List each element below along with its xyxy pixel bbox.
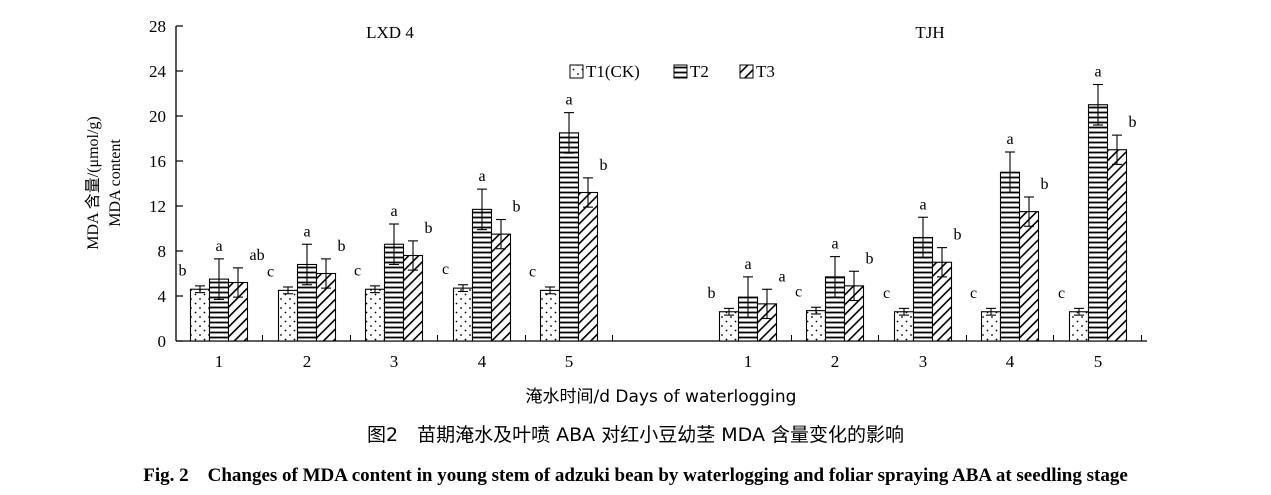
significance-label: a xyxy=(831,236,838,253)
y-tick-label: 0 xyxy=(158,332,167,351)
legend: T1(CK) T2 T3 xyxy=(569,62,775,81)
significance-label: a xyxy=(565,92,572,109)
significance-label: c xyxy=(1058,285,1065,302)
significance-label: b xyxy=(1041,176,1049,193)
legend-label-t3: T3 xyxy=(756,62,775,81)
significance-label: a xyxy=(478,168,485,185)
legend-label-t1: T1(CK) xyxy=(586,62,640,81)
x-tick-label: 5 xyxy=(1094,352,1103,371)
figure-caption-cn: 图2 苗期淹水及叶喷 ABA 对红小豆幼茎 MDA 含量变化的影响 xyxy=(367,424,904,446)
bar-t1ck xyxy=(277,289,299,342)
significance-label: b xyxy=(866,250,874,267)
significance-label: c xyxy=(267,263,274,280)
significance-label: ab xyxy=(250,247,265,264)
y-axis-label-line1: MDA 含量/(μmol/g) xyxy=(84,116,102,249)
x-tick-label: 3 xyxy=(390,352,399,371)
y-ticks: 0 4 8 12 16 20 24 28 xyxy=(149,17,183,351)
bar-t1ck xyxy=(539,289,561,342)
bar-t1ck xyxy=(893,311,915,342)
bar-t1ck xyxy=(805,310,827,342)
significance-label: a xyxy=(215,238,222,255)
significance-label: b xyxy=(708,285,716,302)
x-axis-label: 淹水时间/d Days of waterlogging xyxy=(526,387,797,407)
y-tick-label: 4 xyxy=(158,287,167,306)
x-tick-label: 1 xyxy=(744,352,753,371)
significance-label: b xyxy=(954,227,962,244)
significance-label: a xyxy=(303,223,310,240)
bar-t1ck xyxy=(718,311,740,342)
legend-swatch-t3 xyxy=(739,64,754,79)
mda-bar-chart: MDA 含量/(μmol/g) MDA content 淹水时间/d Days … xyxy=(84,17,1147,407)
y-tick-label: 12 xyxy=(149,197,166,216)
significance-label: a xyxy=(390,203,397,220)
bar-t1ck xyxy=(452,287,474,342)
bar-t1ck xyxy=(364,288,386,342)
y-tick-label: 28 xyxy=(149,17,166,36)
bar-t2 xyxy=(999,171,1021,342)
bar-t1ck xyxy=(189,288,211,342)
significance-label: a xyxy=(1006,131,1013,148)
bar-t3 xyxy=(490,233,512,342)
significance-label: b xyxy=(425,220,433,237)
significance-label: c xyxy=(529,263,536,280)
bar-t3 xyxy=(1106,149,1128,342)
x-tick-label: 4 xyxy=(1006,352,1015,371)
x-tick-label: 3 xyxy=(919,352,928,371)
significance-label: c xyxy=(442,261,449,278)
significance-label: c xyxy=(354,262,361,279)
significance-label: a xyxy=(1094,64,1101,81)
significance-label: c xyxy=(970,285,977,302)
legend-swatch-t2 xyxy=(673,64,688,79)
y-axis-label-line2: MDA content xyxy=(107,139,124,227)
y-tick-label: 8 xyxy=(158,242,167,261)
x-tick-label: 2 xyxy=(831,352,840,371)
significance-label: b xyxy=(600,157,608,174)
significance-label: b xyxy=(1129,114,1137,131)
group-title: TJH xyxy=(915,23,944,42)
significance-label: a xyxy=(919,196,926,213)
significance-label: c xyxy=(883,285,890,302)
bar-t3 xyxy=(577,191,599,342)
group-title: LXD 4 xyxy=(366,23,414,42)
bar-t1ck xyxy=(1068,311,1090,342)
legend-label-t2: T2 xyxy=(690,62,709,81)
figure-caption-en: Fig. 2 Changes of MDA content in young s… xyxy=(143,465,1128,486)
bar-t1ck xyxy=(980,311,1002,342)
significance-label: a xyxy=(744,256,751,273)
bar-t3 xyxy=(1018,211,1040,342)
significance-label: b xyxy=(338,238,346,255)
y-tick-label: 16 xyxy=(149,152,166,171)
bar-t2 xyxy=(558,132,580,342)
legend-swatch-t1 xyxy=(569,64,584,79)
significance-label: b xyxy=(179,262,187,279)
bar-t2 xyxy=(1087,104,1109,342)
x-tick-label: 1 xyxy=(215,352,224,371)
x-tick-label: 5 xyxy=(565,352,574,371)
significance-label: b xyxy=(513,199,521,216)
significance-label: c xyxy=(795,284,802,301)
y-tick-label: 20 xyxy=(149,107,166,126)
x-tick-label: 4 xyxy=(478,352,487,371)
x-tick-label: 2 xyxy=(303,352,312,371)
y-tick-label: 24 xyxy=(149,62,167,81)
significance-label: a xyxy=(779,268,786,285)
